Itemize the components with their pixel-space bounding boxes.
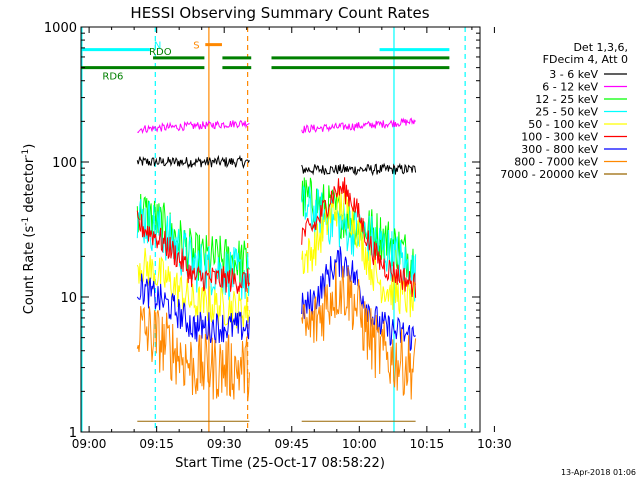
x-tick-label-5: 10:15 (410, 437, 445, 451)
legend-label-7: 800 - 7000 keV (514, 156, 598, 169)
chart-title: HESSI Observing Summary Count Rates (130, 4, 429, 22)
x-tick-label-2: 09:30 (207, 437, 242, 451)
x-tick-label-6: 10:30 (477, 437, 512, 451)
legend-label-8: 7000 - 20000 keV (500, 168, 598, 181)
x-tick-label-0: 09:00 (72, 437, 107, 451)
legend-label-4: 50 - 100 keV (528, 118, 598, 131)
legend-label-6: 300 - 800 keV (521, 143, 598, 156)
series-0-line-segment-1 (136, 154, 250, 170)
x-tick-label-1: 09:15 (139, 437, 174, 451)
flag-bar-label-S: S (193, 41, 199, 52)
series-5-line-segment-1 (136, 210, 250, 294)
flag-bar-label-RDO: RDO (149, 47, 172, 58)
y-tick-label-2: 100 (52, 156, 77, 171)
y-axis-label-base: Count Rate (s (22, 226, 37, 315)
series-6-line-segment-1 (136, 273, 250, 344)
y-tick-label-0: 1 (69, 426, 77, 441)
legend-header-line-1: Det 1,3,6, (573, 41, 628, 54)
y-tick-label-1: 10 (60, 291, 77, 306)
series-5-line-segment-2 (301, 177, 417, 298)
series-1-line-segment-1 (137, 119, 250, 135)
legend-label-1: 6 - 12 keV (542, 81, 598, 94)
y-tick-label-3: 1000 (44, 21, 77, 36)
legend-label-0: 3 - 6 keV (549, 68, 598, 81)
y-axis-label: Count Rate (s-1 detector-1) (21, 144, 37, 315)
plot-frame (80, 26, 481, 433)
y-axis-label-end: ) (22, 144, 37, 149)
axis-ticks: 09:00 09:15 09:30 09:45 10:00 10:15 10:30 1 10 10… (44, 21, 512, 451)
legend-label-5: 100 - 300 keV (521, 131, 598, 144)
flag-bar-label-N: N (154, 41, 161, 52)
flag-bar-label-RD6: RD6 (102, 72, 123, 83)
series-4-line-segment-2 (301, 189, 417, 318)
x-axis-label: Start Time (25-Oct-17 08:58:22) (175, 456, 385, 471)
legend-label-3: 25 - 50 keV (535, 106, 598, 119)
series-7-line-segment-1 (136, 306, 250, 402)
legend-header-line-2: FDecim 4, Att 0 (543, 53, 628, 66)
y-axis-label-sup2: -1 (21, 149, 31, 158)
series-2-line-segment-1 (136, 193, 250, 284)
series-0-line-segment-2 (301, 162, 417, 177)
y-axis-label-mid: detector (22, 157, 37, 217)
series-1-line-segment-2 (301, 117, 416, 134)
legend-label-2: 12 - 25 keV (535, 93, 598, 106)
x-tick-label-4: 10:00 (342, 437, 377, 451)
y-axis-label-sup1: -1 (21, 217, 31, 226)
series-7-line-segment-2 (301, 262, 417, 400)
x-tick-label-3: 09:45 (274, 437, 309, 451)
footer-date: 13-Apr-2018 01:06 (561, 468, 636, 477)
